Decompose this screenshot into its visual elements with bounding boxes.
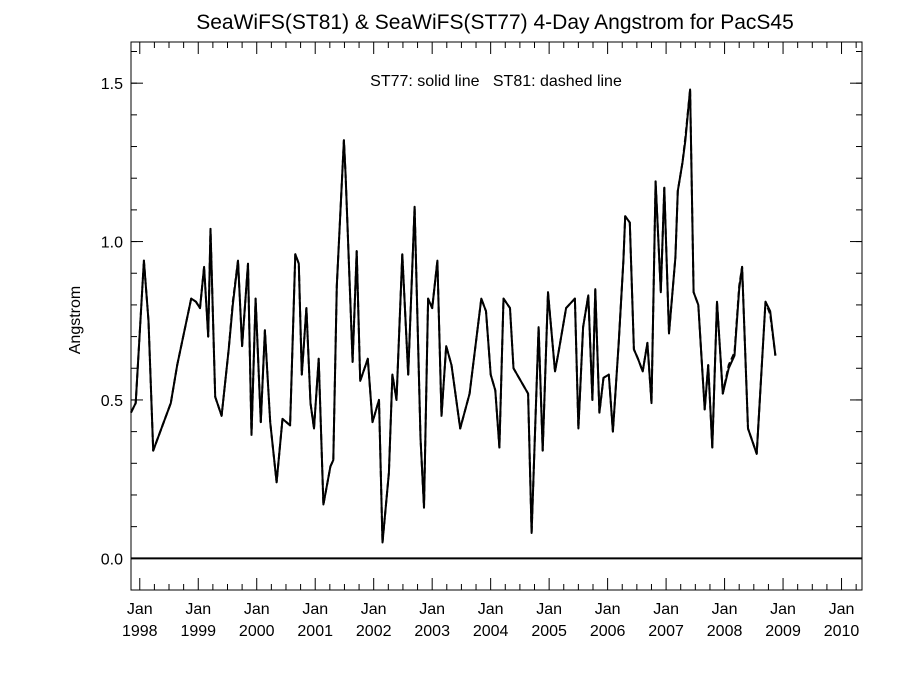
x-tick-label-month: Jan [595, 601, 621, 618]
y-axis-label: Angstrom [67, 286, 84, 354]
x-tick-label-month: Jan [185, 601, 211, 618]
x-tick-label-year: 2010 [824, 623, 860, 640]
x-tick-label-month: Jan [419, 601, 445, 618]
plot-area: 0.0 0.5 1.0 1.5 Jan 1998 Jan 1999 Jan 2000 Jan 2001… [101, 41, 863, 640]
y-tick-label: 1.5 [101, 76, 123, 93]
x-tick-label-year: 2001 [297, 623, 333, 640]
x-tick-label-month: Jan [361, 601, 387, 618]
x-tick-label-year: 2009 [765, 623, 801, 640]
x-tick-label-month: Jan [712, 601, 738, 618]
series-line-st81 [130, 88, 777, 544]
x-tick-label-month: Jan [302, 601, 328, 618]
x-tick-label-year: 2008 [707, 623, 743, 640]
y-tick-label: 0.5 [101, 393, 123, 410]
x-tick-label-year: 1999 [180, 623, 216, 640]
line-style-annotation: ST77: solid line ST81: dashed line [370, 73, 622, 90]
x-tick-label-month: Jan [478, 601, 504, 618]
chart-title: SeaWiFS(ST81) & SeaWiFS(ST77) 4-Day Angs… [196, 11, 794, 34]
x-tick-label-month: Jan [829, 601, 855, 618]
x-tick-label-month: Jan [127, 601, 153, 618]
x-tick-label-year: 2007 [648, 623, 684, 640]
x-tick-label-year: 2004 [473, 623, 509, 640]
plot-frame [130, 41, 863, 591]
x-tick-label-year: 2000 [239, 623, 275, 640]
x-tick-label-month: Jan [244, 601, 270, 618]
x-tick-label-year: 2005 [531, 623, 567, 640]
x-tick-label-year: 2003 [414, 623, 450, 640]
x-tick-label-year: 2002 [356, 623, 392, 640]
y-tick-label: 1.0 [101, 235, 123, 252]
x-tick-label-year: 1998 [122, 623, 158, 640]
x-tick-label-month: Jan [536, 601, 562, 618]
x-tick-label-month: Jan [770, 601, 796, 618]
x-tick-label-month: Jan [653, 601, 679, 618]
y-tick-label: 0.0 [101, 551, 123, 568]
x-tick-label-year: 2006 [590, 623, 626, 640]
series-line-st77 [130, 88, 777, 544]
